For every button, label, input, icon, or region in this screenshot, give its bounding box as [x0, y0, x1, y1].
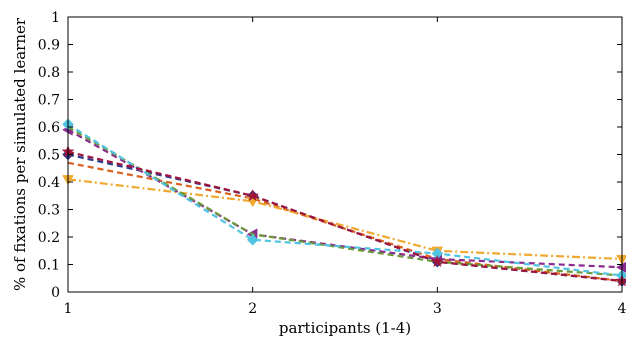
x-tick-label: 4 [618, 301, 626, 317]
y-tick-label: 0.3 [38, 203, 60, 219]
series-6 [62, 118, 626, 282]
series-line [67, 126, 623, 277]
data-point-marker [246, 197, 259, 208]
series-4 [61, 123, 626, 273]
y-tick-label: 0.6 [38, 120, 60, 136]
x-tick-label: 3 [433, 301, 442, 317]
y-axis-title: % of fixations per simulated learner [11, 17, 29, 291]
y-tick-label: 0.7 [38, 93, 60, 109]
series-line [67, 178, 623, 261]
series-line [67, 123, 623, 277]
x-tick-label: 2 [248, 301, 257, 317]
data-point-marker [246, 188, 260, 202]
series-line [67, 161, 623, 283]
plot-frame [67, 16, 623, 293]
y-tick-label: 0 [51, 285, 60, 301]
series-5 [67, 126, 623, 277]
y-tick-label: 0.4 [38, 175, 60, 191]
series-7 [61, 144, 626, 287]
series-2 [67, 161, 623, 283]
data-point-marker [430, 254, 444, 268]
series-line [67, 150, 623, 283]
x-tick-label: 1 [64, 301, 73, 317]
y-tick-label: 0.5 [38, 148, 60, 164]
y-tick-label: 0.1 [38, 258, 60, 274]
series-line [67, 153, 623, 283]
data-point-marker [246, 233, 259, 246]
series-layer [61, 118, 626, 287]
y-tick-label: 1 [51, 10, 60, 26]
x-axis-title: participants (1-4) [279, 319, 411, 337]
ticks-layer: 0 0.1 0.2 0.3 0.4 0.5 0.6 0.7 0.8 0.9 1 1 2 3 4 [38, 10, 626, 317]
y-tick-label: 0.2 [38, 230, 60, 246]
series-3 [62, 175, 626, 265]
y-tick-label: 0.8 [38, 65, 60, 81]
y-tick-label: 0.9 [38, 38, 60, 54]
